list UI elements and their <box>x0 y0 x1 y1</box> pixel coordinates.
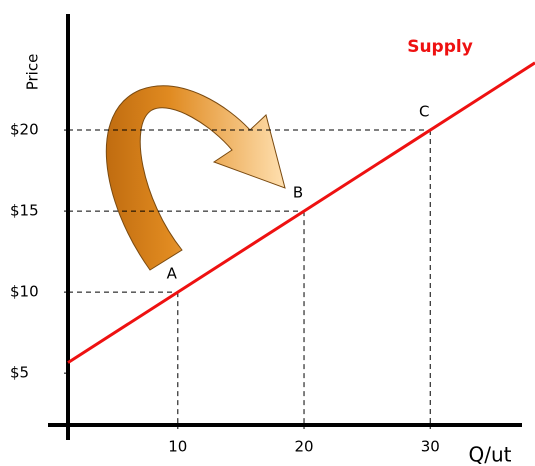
y-tick-label: $5 <box>10 364 29 382</box>
x-axis-label: Q/ut <box>469 443 512 466</box>
x-tick-label: 30 <box>421 438 440 456</box>
y-tick-label: $15 <box>10 202 39 220</box>
y-tick-label: $10 <box>10 283 39 301</box>
curved-arrow <box>105 85 286 271</box>
x-tick-label: 20 <box>294 438 313 456</box>
y-tick-label: $20 <box>10 121 39 139</box>
legend-entry: Supply <box>407 37 473 57</box>
supply-line <box>67 61 535 364</box>
point-label: B <box>293 184 303 202</box>
point-label: A <box>167 265 178 283</box>
point-label: C <box>419 103 429 121</box>
x-tick-label: 10 <box>168 438 187 456</box>
y-axis-label: Price <box>24 54 42 91</box>
